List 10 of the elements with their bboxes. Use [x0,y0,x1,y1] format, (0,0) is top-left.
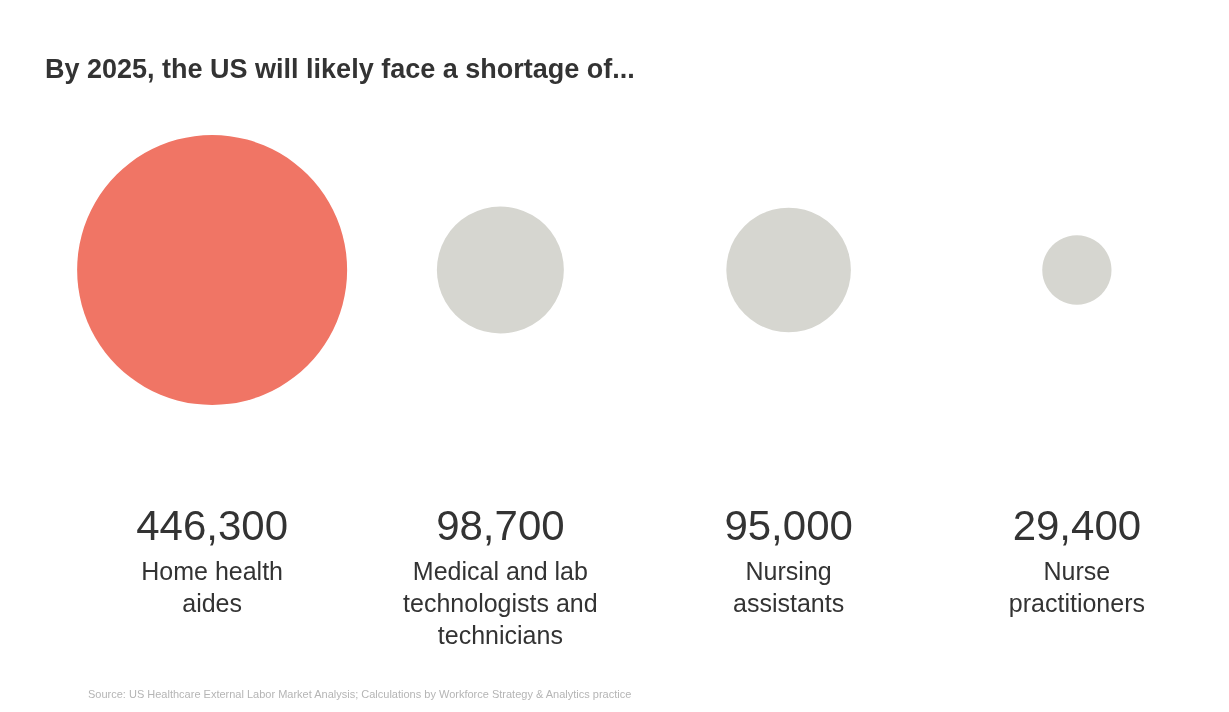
data-label: 98,700 [436,501,565,549]
data-label: 95,000 [724,501,853,549]
category-label: Nurse practitioners [1008,557,1145,617]
source-note: Source: US Healthcare External Labor Market Analysis; Calculations by Workforce Strategy & Analytics practice [88,687,632,700]
text: By 2025, the US will likely face a shortage of... [45,53,635,84]
category-label: Nursing assistants [733,557,845,617]
data-label: 29,400 [1012,501,1142,549]
category-label: Home health aides [141,557,283,617]
data-label: 446,300 [136,501,289,549]
category-label: Medical and lab technologists and technicians [403,557,598,649]
